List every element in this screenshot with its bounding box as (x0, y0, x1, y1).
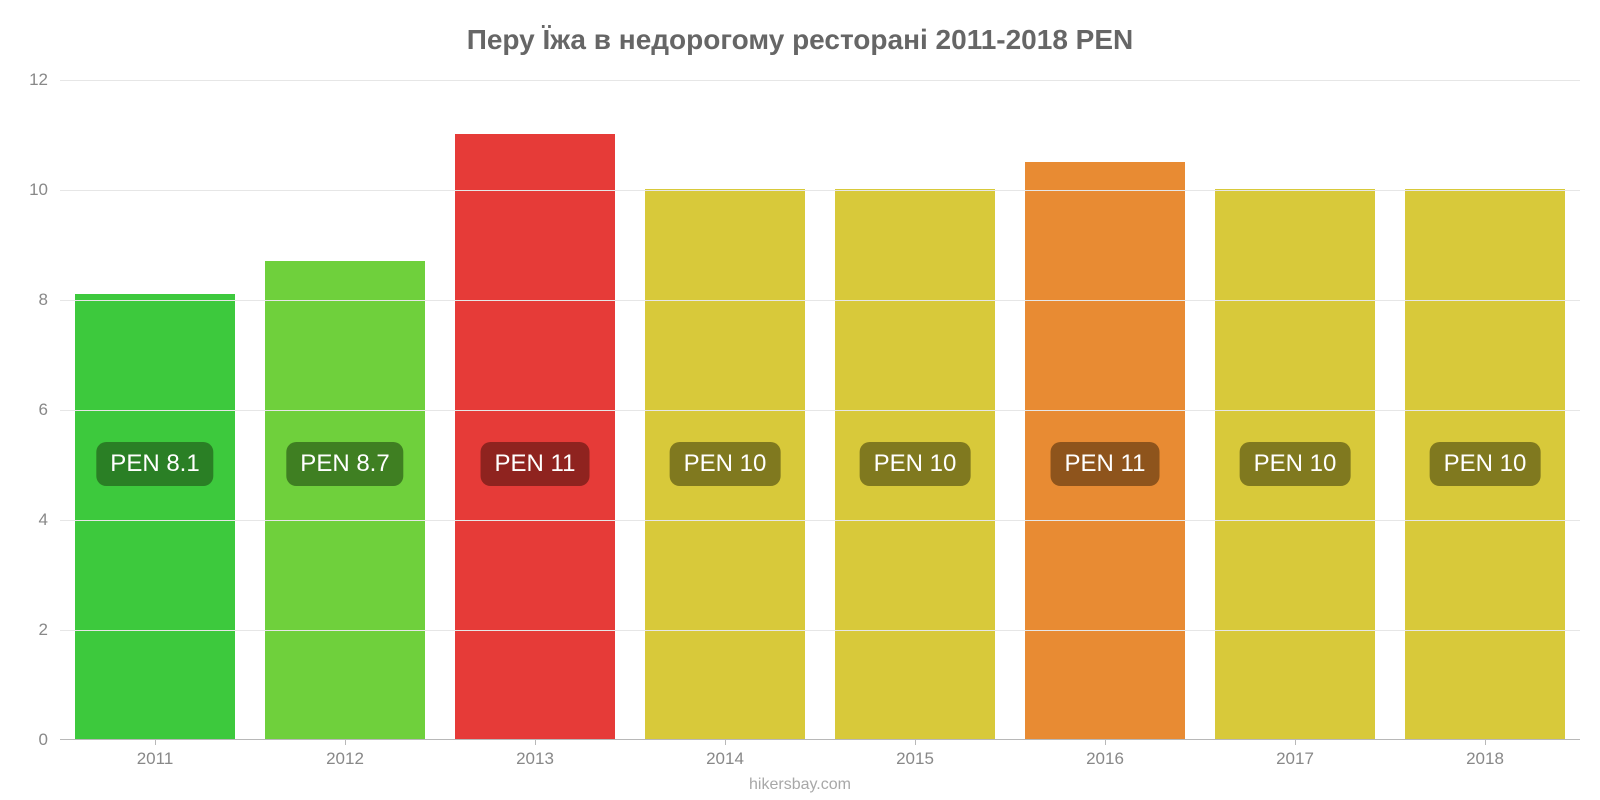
bar (265, 261, 425, 740)
attribution-text: hikersbay.com (0, 776, 1600, 794)
x-tick-mark (155, 739, 156, 745)
chart-container: Перу Їжа в недорогому ресторані 2011-201… (0, 0, 1600, 800)
bar-value-label: PEN 11 (1051, 442, 1160, 486)
x-tick-label: 2015 (896, 749, 934, 769)
bar-value-label: PEN 10 (860, 442, 971, 486)
x-tick-label: 2011 (137, 749, 174, 769)
bar-value-label: PEN 11 (481, 442, 590, 486)
gridline (60, 190, 1580, 191)
x-tick-mark (1295, 739, 1296, 745)
y-tick-label: 6 (8, 400, 48, 420)
x-tick-label: 2018 (1466, 749, 1504, 769)
gridline (60, 80, 1580, 81)
gridline (60, 520, 1580, 521)
bar (455, 134, 615, 739)
x-tick-label: 2013 (516, 749, 554, 769)
y-tick-label: 10 (8, 180, 48, 200)
x-tick-label: 2016 (1086, 749, 1124, 769)
bar-value-label: PEN 10 (1430, 442, 1541, 486)
bar-value-label: PEN 8.1 (96, 442, 213, 486)
chart-title: Перу Їжа в недорогому ресторані 2011-201… (0, 24, 1600, 56)
bar (75, 294, 235, 740)
plot-area: PEN 8.12011PEN 8.72012PEN 112013PEN 1020… (60, 80, 1580, 740)
x-tick-label: 2012 (326, 749, 364, 769)
x-tick-mark (725, 739, 726, 745)
x-tick-mark (345, 739, 346, 745)
x-tick-mark (535, 739, 536, 745)
y-tick-label: 2 (8, 620, 48, 640)
bar-value-label: PEN 10 (670, 442, 781, 486)
gridline (60, 300, 1580, 301)
y-tick-label: 8 (8, 290, 48, 310)
x-tick-mark (1485, 739, 1486, 745)
x-tick-mark (915, 739, 916, 745)
x-tick-label: 2017 (1276, 749, 1314, 769)
x-tick-label: 2014 (706, 749, 744, 769)
bar-value-label: PEN 8.7 (286, 442, 403, 486)
y-tick-label: 4 (8, 510, 48, 530)
bar-value-label: PEN 10 (1240, 442, 1351, 486)
gridline (60, 630, 1580, 631)
gridline (60, 410, 1580, 411)
y-tick-label: 12 (8, 70, 48, 90)
y-tick-label: 0 (8, 730, 48, 750)
x-tick-mark (1105, 739, 1106, 745)
